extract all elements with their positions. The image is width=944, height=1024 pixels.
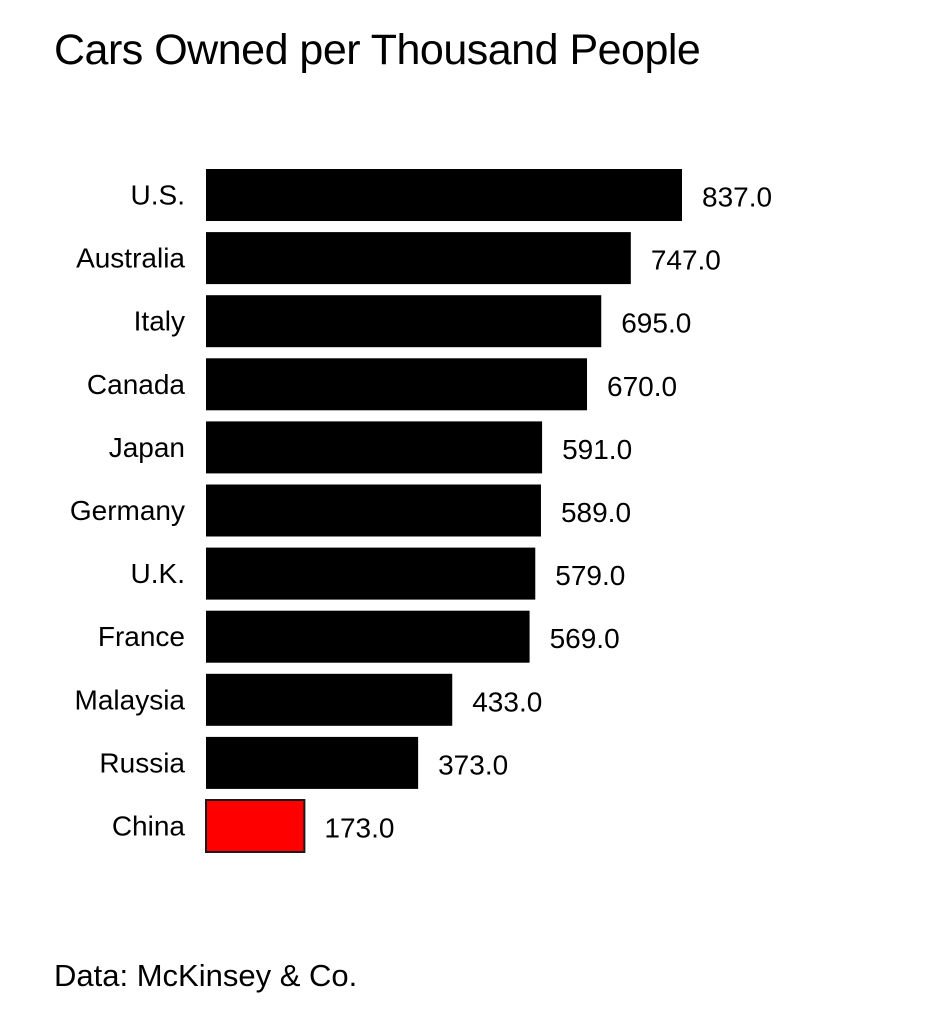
category-label: Japan (109, 432, 185, 463)
category-label: Australia (76, 243, 185, 274)
category-label: China (112, 811, 186, 842)
value-label: 433.0 (472, 686, 542, 717)
value-label: 373.0 (438, 749, 508, 780)
value-label: 173.0 (324, 813, 394, 844)
value-label: 837.0 (702, 182, 772, 213)
value-label: 591.0 (562, 434, 632, 465)
bar (206, 673, 453, 726)
category-label: Canada (87, 369, 186, 400)
bar (206, 295, 602, 348)
bar (206, 736, 419, 789)
source-note: Data: McKinsey & Co. (54, 958, 358, 993)
value-label: 569.0 (550, 623, 620, 654)
chart-title: Cars Owned per Thousand People (54, 26, 701, 74)
bar (206, 232, 631, 285)
value-label: 695.0 (621, 308, 691, 339)
category-label: France (98, 621, 185, 652)
bar (206, 421, 543, 474)
value-label: 579.0 (555, 560, 625, 591)
category-label: Malaysia (75, 684, 186, 715)
category-label: U.S. (131, 180, 185, 211)
category-label: U.K. (131, 558, 185, 589)
category-label: Germany (70, 495, 185, 526)
bar (206, 547, 536, 600)
bar-highlight (205, 799, 306, 853)
value-label: 670.0 (607, 371, 677, 402)
value-label: 589.0 (561, 497, 631, 528)
bar (206, 484, 541, 537)
bar-group: U.S. 837.0 Australia 747.0 Italy 695.0 Canada 6… (70, 169, 772, 853)
bar (206, 358, 588, 411)
bar (206, 610, 530, 663)
category-label: Russia (99, 747, 185, 778)
value-label: 747.0 (651, 245, 721, 276)
bar (206, 169, 682, 221)
category-label: Italy (134, 306, 185, 337)
